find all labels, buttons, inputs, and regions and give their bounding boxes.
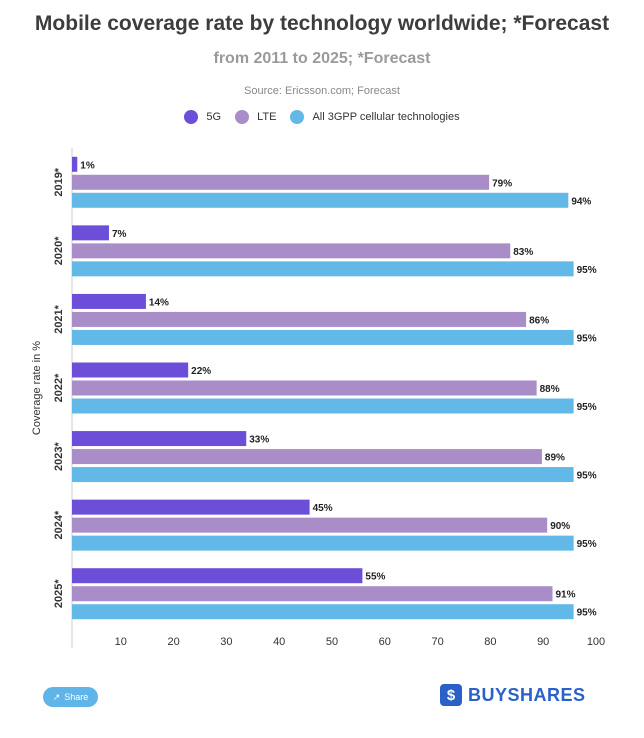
category-label-1: 2020* (53, 236, 65, 265)
data-label-2-0: 94% (571, 196, 591, 207)
data-label-1-3: 88% (540, 384, 560, 395)
data-label-0-5: 45% (313, 503, 333, 514)
data-label-1-1: 83% (513, 247, 533, 258)
bar-1-6 (72, 586, 553, 602)
bar-0-3 (72, 362, 189, 378)
x-tick-label-7: 80 (484, 636, 496, 648)
category-label-4: 2023* (53, 441, 65, 470)
bar-2-4 (72, 467, 574, 483)
bar-1-4 (72, 449, 542, 465)
data-label-0-6: 55% (365, 572, 385, 583)
data-label-1-5: 90% (550, 521, 570, 532)
x-tick-label-1: 20 (167, 636, 179, 648)
bar-0-0 (72, 156, 78, 172)
data-label-0-1: 7% (112, 229, 127, 240)
brand-name: BUYSHARES (468, 684, 586, 705)
y-axis-title: Coverage rate in % (31, 341, 43, 435)
category-label-2: 2021* (53, 304, 65, 333)
x-tick-label-9: 100 (587, 636, 605, 648)
bar-0-6 (72, 568, 363, 584)
x-tick-label-4: 50 (326, 636, 338, 648)
category-label-3: 2022* (53, 373, 65, 402)
data-label-1-0: 79% (492, 178, 512, 189)
data-label-0-0: 1% (80, 160, 95, 171)
x-tick-label-5: 60 (379, 636, 391, 648)
data-label-1-4: 89% (545, 453, 565, 464)
data-label-2-2: 95% (577, 333, 597, 344)
category-label-0: 2019* (53, 167, 65, 196)
bar-2-0 (72, 192, 569, 208)
bar-2-3 (72, 398, 574, 414)
data-label-1-6: 91% (555, 590, 575, 601)
bar-0-1 (72, 225, 109, 241)
legend-label-2: All 3GPP cellular technologies (312, 111, 460, 123)
bar-2-6 (72, 604, 574, 620)
data-label-2-6: 95% (577, 608, 597, 619)
legend-label-0: 5G (206, 111, 222, 123)
x-tick-label-6: 70 (431, 636, 443, 648)
x-tick-label-3: 40 (273, 636, 285, 648)
bar-2-1 (72, 261, 574, 277)
category-label-6: 2025* (53, 579, 65, 608)
bar-2-2 (72, 329, 574, 345)
bar-0-5 (72, 499, 310, 515)
data-label-2-4: 95% (577, 471, 597, 482)
data-label-0-3: 22% (191, 366, 211, 377)
bar-chart: Coverage rate in % 2019* 1% 79% 94% 2020* 7% 83… (31, 148, 605, 648)
legend-label-1: LTE (257, 111, 277, 123)
legend-swatch-0 (184, 110, 199, 124)
legend-item-1[interactable]: LTE (235, 110, 276, 124)
bar-1-5 (72, 517, 548, 533)
share-label: Share (64, 692, 89, 702)
bar-2-5 (72, 535, 574, 551)
bar-1-0 (72, 174, 490, 190)
data-label-1-2: 86% (529, 315, 549, 326)
data-label-0-4: 33% (249, 435, 269, 446)
bar-1-2 (72, 311, 527, 327)
chart-legend: 5G LTE All 3GPP cellular technologies (0, 110, 644, 124)
x-tick-label-2: 30 (220, 636, 232, 648)
chart-subtitle: from 2011 to 2025; *Forecast (213, 50, 431, 67)
bar-0-2 (72, 293, 146, 309)
data-label-2-3: 95% (577, 402, 597, 413)
legend-swatch-2 (290, 110, 305, 124)
data-label-0-2: 14% (149, 297, 169, 308)
bar-1-3 (72, 380, 537, 396)
x-tick-label-0: 10 (115, 636, 127, 648)
buyshares-logo-icon: $ (440, 684, 462, 706)
share-button[interactable]: ↗ Share (43, 687, 98, 707)
category-label-5: 2024* (53, 510, 65, 539)
data-label-2-1: 95% (577, 265, 597, 276)
bar-0-4 (72, 431, 247, 447)
legend-item-0[interactable]: 5G (184, 110, 221, 124)
brand-logo: $ BUYSHARES (440, 684, 586, 706)
x-tick-label-8: 90 (537, 636, 549, 648)
bar-1-1 (72, 243, 511, 259)
chart-title: Mobile coverage rate by technology world… (34, 12, 610, 35)
data-label-2-5: 95% (577, 539, 597, 550)
share-icon: ↗ (52, 691, 61, 702)
legend-item-2[interactable]: All 3GPP cellular technologies (290, 110, 460, 124)
legend-swatch-1 (235, 110, 250, 124)
chart-source: Source: Ericsson.com; Forecast (244, 85, 400, 97)
